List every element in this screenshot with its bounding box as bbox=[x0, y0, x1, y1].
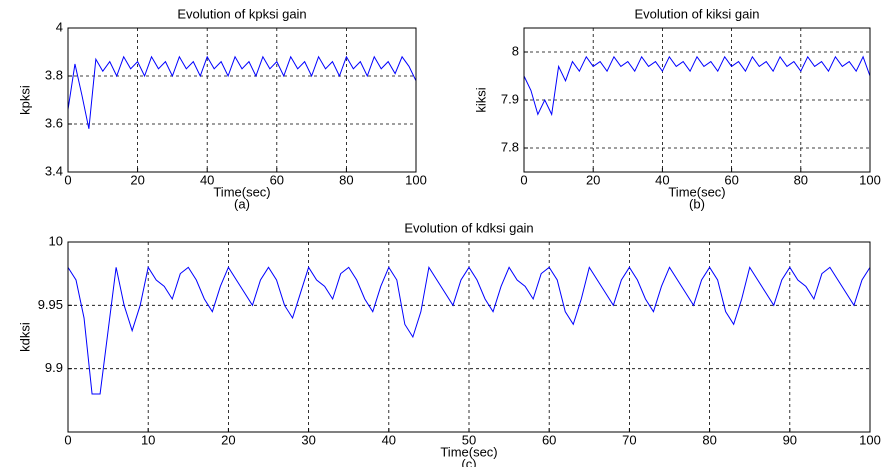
x-tick-label: 60 bbox=[270, 172, 284, 187]
plot-frame bbox=[523, 27, 871, 173]
chart-title: Evolution of kdksi gain bbox=[404, 220, 533, 235]
x-tick-label: 40 bbox=[200, 172, 214, 187]
y-tick-label: 4 bbox=[56, 19, 63, 34]
caption: (c) bbox=[461, 456, 476, 467]
x-tick-label: 70 bbox=[622, 432, 636, 447]
data-line bbox=[67, 55, 417, 129]
x-tick-label: 80 bbox=[794, 172, 808, 187]
x-tick-label: 0 bbox=[520, 172, 527, 187]
y-tick-label: 10 bbox=[49, 233, 63, 248]
y-tick-label: 8 bbox=[512, 43, 519, 58]
x-tick-label: 40 bbox=[382, 432, 396, 447]
y-tick-label: 9.9 bbox=[45, 360, 63, 375]
x-tick-label: 90 bbox=[783, 432, 797, 447]
x-tick-label: 80 bbox=[702, 432, 716, 447]
x-tick-label: 20 bbox=[221, 432, 235, 447]
x-axis-label: Time(sec) bbox=[213, 184, 270, 199]
y-axis-label: kdksi bbox=[17, 322, 32, 352]
chart-title: Evolution of kiksi gain bbox=[634, 6, 759, 21]
plot-area bbox=[67, 241, 871, 433]
x-axis-label: Time(sec) bbox=[440, 444, 497, 459]
x-tick-label: 40 bbox=[655, 172, 669, 187]
y-tick-label: 7.8 bbox=[501, 139, 519, 154]
x-tick-label: 60 bbox=[724, 172, 738, 187]
y-axis-label: kpksi bbox=[17, 85, 32, 115]
x-tick-label: 10 bbox=[141, 432, 155, 447]
x-tick-label: 100 bbox=[859, 432, 881, 447]
data-line bbox=[67, 265, 871, 395]
y-tick-label: 3.6 bbox=[45, 115, 63, 130]
caption: (a) bbox=[234, 196, 250, 211]
x-tick-label: 30 bbox=[301, 432, 315, 447]
data-line bbox=[523, 55, 871, 117]
x-tick-label: 20 bbox=[586, 172, 600, 187]
y-tick-label: 3.8 bbox=[45, 67, 63, 82]
caption: (b) bbox=[689, 196, 705, 211]
y-tick-label: 7.9 bbox=[501, 91, 519, 106]
y-axis-label: kiksi bbox=[473, 87, 488, 112]
plot-frame bbox=[67, 241, 871, 433]
x-tick-label: 20 bbox=[130, 172, 144, 187]
x-tick-label: 50 bbox=[462, 432, 476, 447]
chart-title: Evolution of kpksi gain bbox=[177, 6, 306, 21]
x-tick-label: 60 bbox=[542, 432, 556, 447]
x-tick-label: 80 bbox=[339, 172, 353, 187]
plot-frame bbox=[67, 27, 417, 173]
y-tick-label: 9.95 bbox=[38, 297, 63, 312]
plot-area bbox=[67, 27, 417, 173]
x-tick-label: 0 bbox=[64, 432, 71, 447]
y-tick-label: 3.4 bbox=[45, 163, 63, 178]
x-axis-label: Time(sec) bbox=[668, 184, 725, 199]
x-tick-label: 0 bbox=[64, 172, 71, 187]
x-tick-label: 100 bbox=[405, 172, 427, 187]
x-tick-label: 100 bbox=[859, 172, 881, 187]
